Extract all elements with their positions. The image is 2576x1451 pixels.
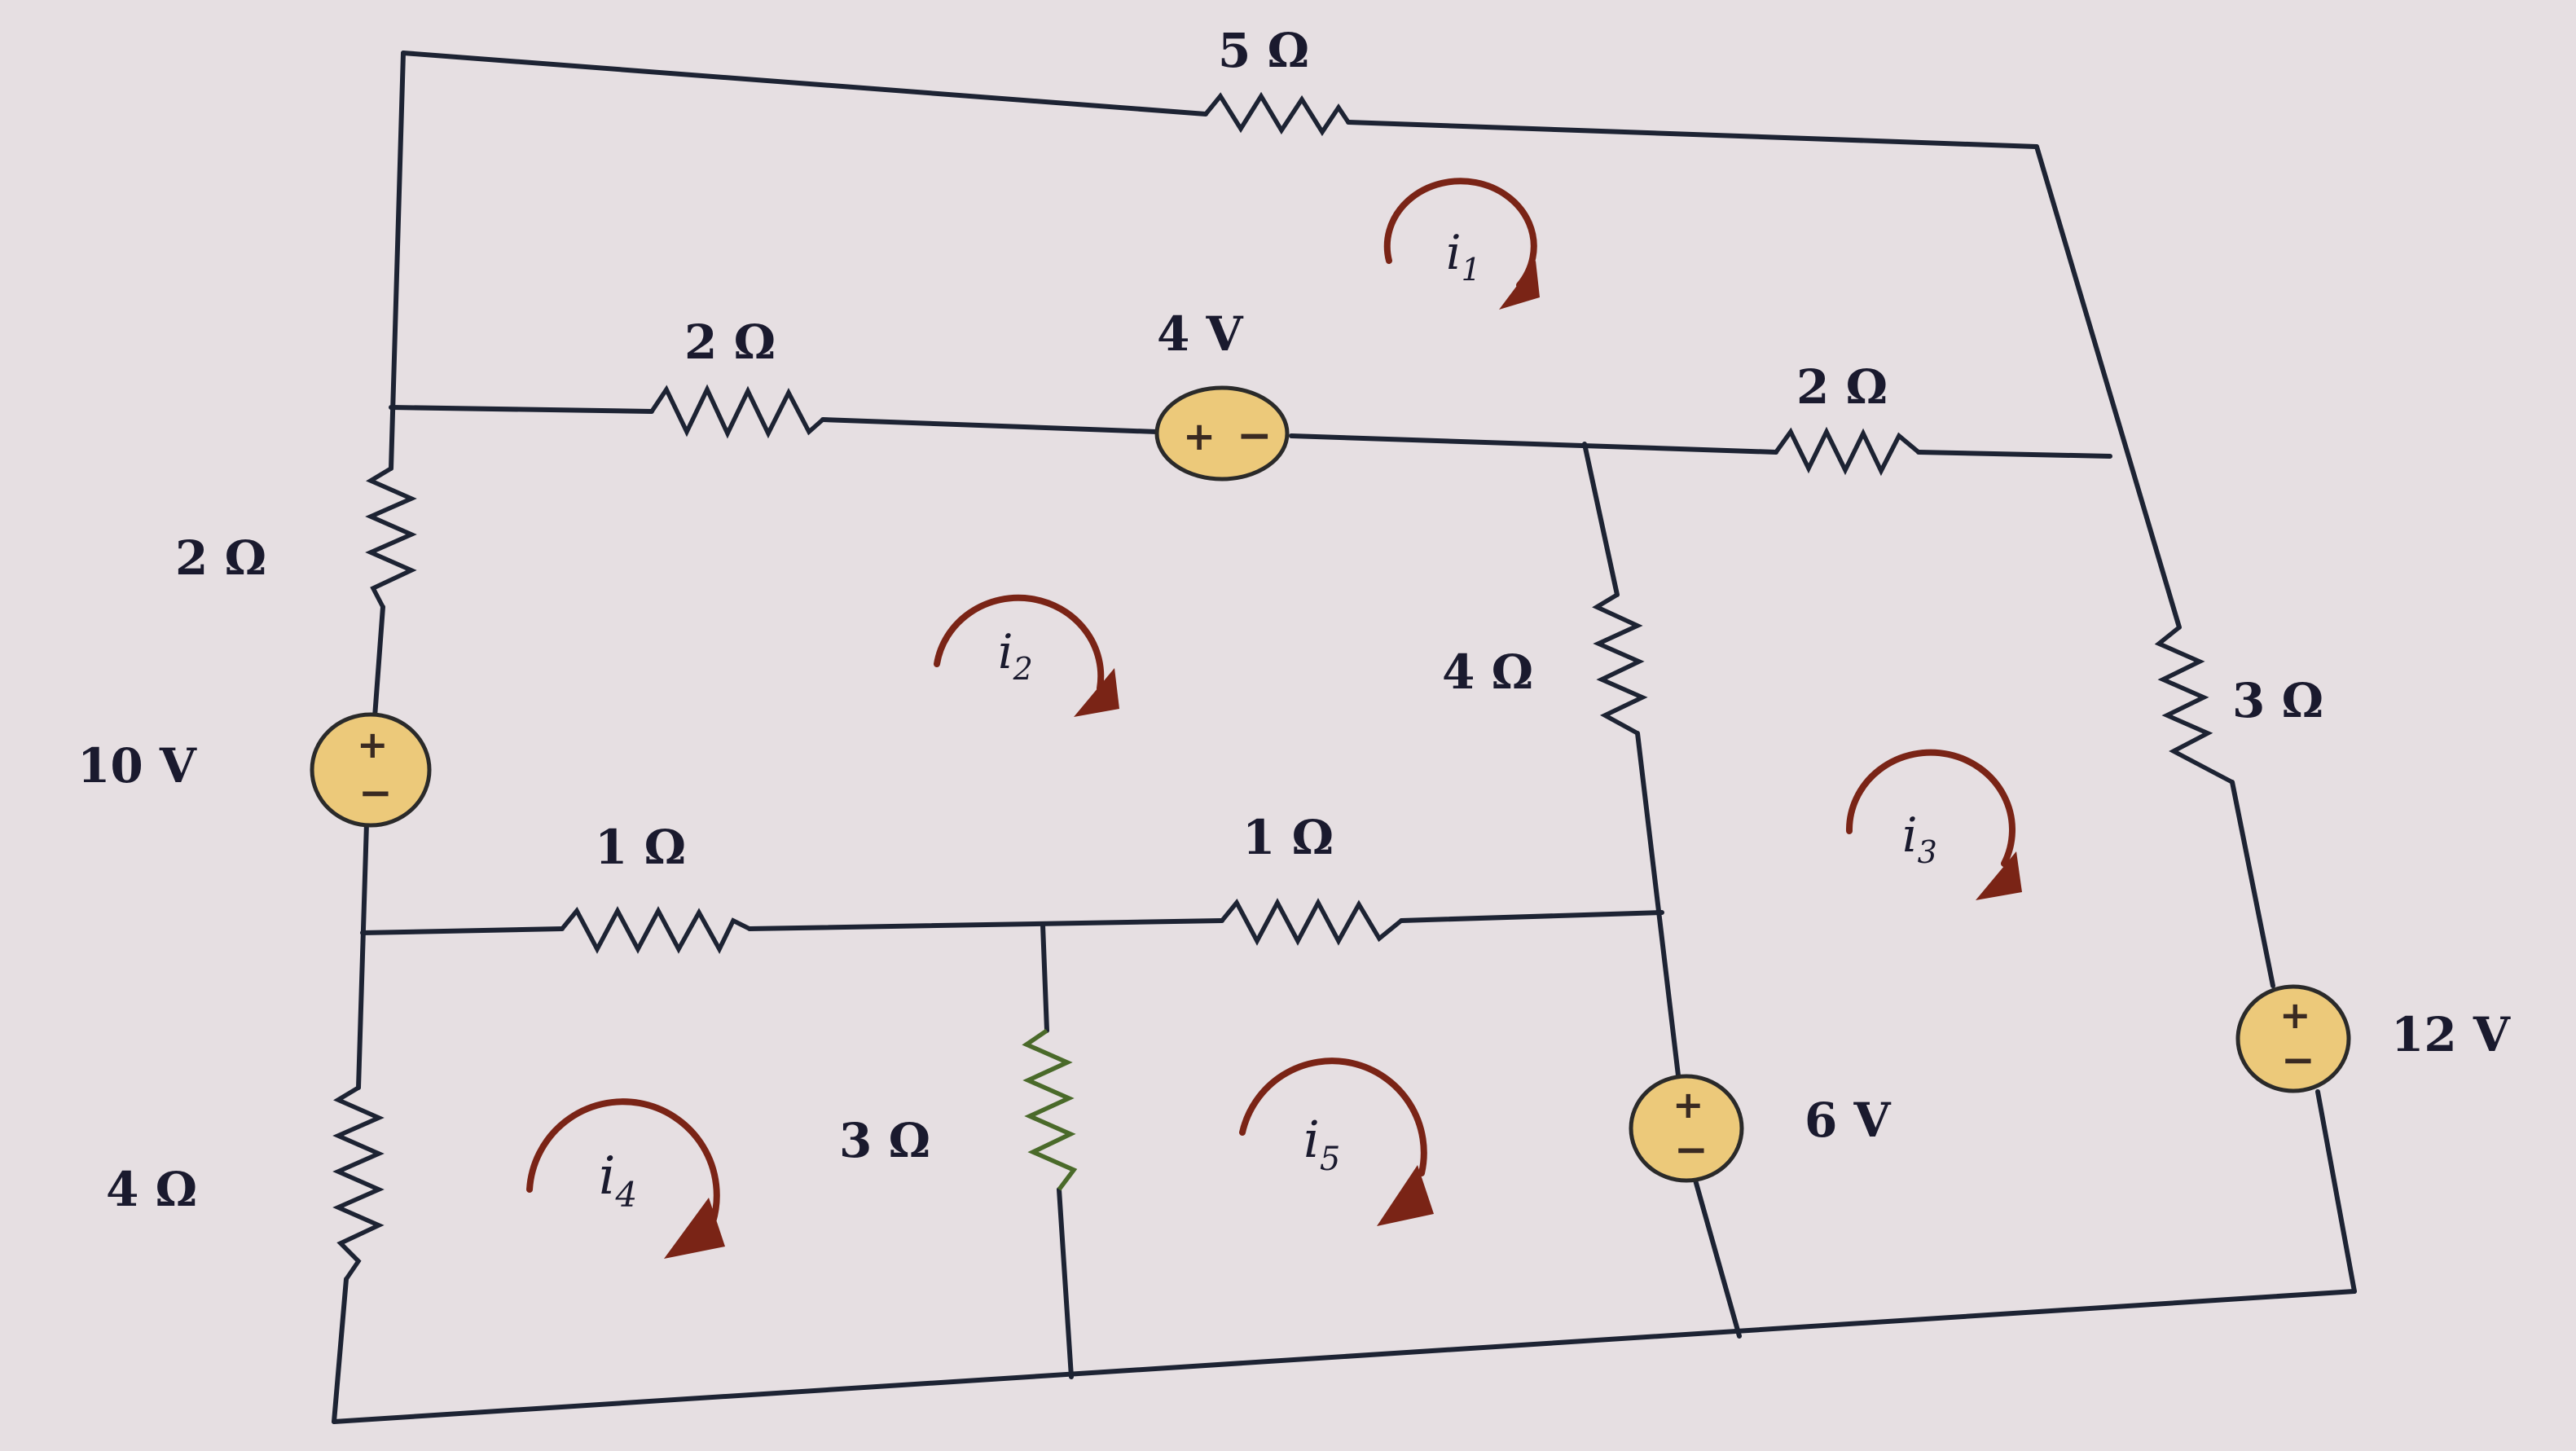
label-2ohm-upper-left: 2 Ω (684, 314, 776, 370)
label-1ohm-left: 1 Ω (595, 820, 686, 875)
wire-6v-bottom (1692, 1175, 1742, 1339)
source-12v-plus: + (2279, 993, 2311, 1037)
resistor-2ohm-upper-right (1774, 426, 1920, 477)
mesh-label-i2: i2 (998, 624, 1033, 687)
label-6v: 6 V (1805, 1093, 1892, 1148)
source-4v-plus: + (1183, 414, 1215, 459)
wire-top-right (1346, 120, 2039, 149)
source-6v-plus: + (1673, 1083, 1704, 1127)
source-4v-body (1154, 385, 1290, 481)
mesh-arrow-i5 (1239, 1057, 1434, 1226)
wire-top-left (401, 51, 1208, 117)
wire-low-h3 (1399, 910, 1664, 923)
wire-mid-h2 (820, 417, 1159, 434)
mesh-arrow-i3 (1845, 749, 2022, 900)
source-12v-minus: − (2281, 1036, 2315, 1084)
label-3ohm-right: 3 Ω (2232, 673, 2323, 728)
source-10v-body (310, 712, 432, 828)
mesh-label-i4: i4 (599, 1146, 637, 1215)
label-4v: 4 V (1157, 306, 1244, 362)
wire-4ohm-bottom (1635, 731, 1681, 1078)
resistor-5ohm (1203, 91, 1351, 137)
wire-4ohm-top (1582, 442, 1620, 597)
label-4ohm-middle: 4 Ω (1442, 644, 1533, 700)
label-1ohm-middle: 1 Ω (1242, 810, 1334, 865)
source-10v-minus: − (358, 769, 393, 816)
resistor-3ohm-bottom (1022, 1028, 1078, 1191)
source-6v-minus: − (1674, 1126, 1708, 1173)
mesh-arrow-i2 (934, 594, 1119, 717)
wire-low-h2 (747, 918, 1224, 931)
label-12v: 12 V (2391, 1007, 2511, 1062)
mesh-arrow-i4 (526, 1098, 725, 1259)
source-10v: + − (310, 712, 432, 828)
wire-right-lower (2315, 1089, 2357, 1294)
wire-mid-h4 (1916, 450, 2112, 459)
resistor-4ohm-middle (1592, 592, 1648, 736)
wire-3ohm-bottom (1057, 1187, 1074, 1379)
source-4v: + − (1154, 385, 1290, 481)
wire-left-bottom (332, 1277, 349, 1424)
mesh-label-i5: i5 (1303, 1110, 1340, 1178)
wire-right-upper (2034, 144, 2182, 630)
mesh-label-i1: i1 (1446, 225, 1481, 288)
label-3ohm-bottom: 3 Ω (839, 1113, 930, 1168)
wire-mid-h3 (1289, 433, 1778, 455)
source-4v-minus: − (1237, 411, 1273, 460)
wire-low-h1 (360, 926, 565, 935)
resistor-1ohm-left (560, 906, 751, 954)
label-10v: 10 V (77, 738, 197, 794)
label-2ohm-upper-right: 2 Ω (1796, 359, 1888, 415)
wire-left-mid1 (372, 605, 385, 719)
wire-left-mid2 (356, 820, 369, 1090)
source-6v-body (1629, 1074, 1744, 1183)
wire-right-middle (2230, 780, 2275, 988)
wire-mid-h1 (389, 405, 654, 414)
label-4ohm-bottom-left: 4 Ω (106, 1162, 197, 1217)
label-5ohm: 5 Ω (1218, 23, 1309, 78)
wire-bottom (332, 1289, 2357, 1424)
resistor-1ohm-middle (1220, 898, 1403, 946)
wire-left-top (389, 51, 406, 471)
resistor-2ohm-left (365, 466, 417, 609)
resistor-4ohm-bottom-left (332, 1085, 385, 1281)
source-10v-plus: + (357, 723, 389, 767)
source-6v: + − (1629, 1074, 1744, 1183)
wire-3ohm-top (1040, 922, 1049, 1033)
label-2ohm-left: 2 Ω (175, 530, 266, 586)
resistor-2ohm-upper-left (649, 384, 824, 439)
source-12v: + − (2235, 984, 2351, 1093)
mesh-arrow-i1 (1383, 178, 1540, 310)
mesh-label-i3: i3 (1902, 807, 1937, 870)
resistor-3ohm-right (2154, 625, 2234, 785)
source-12v-body (2235, 984, 2351, 1093)
